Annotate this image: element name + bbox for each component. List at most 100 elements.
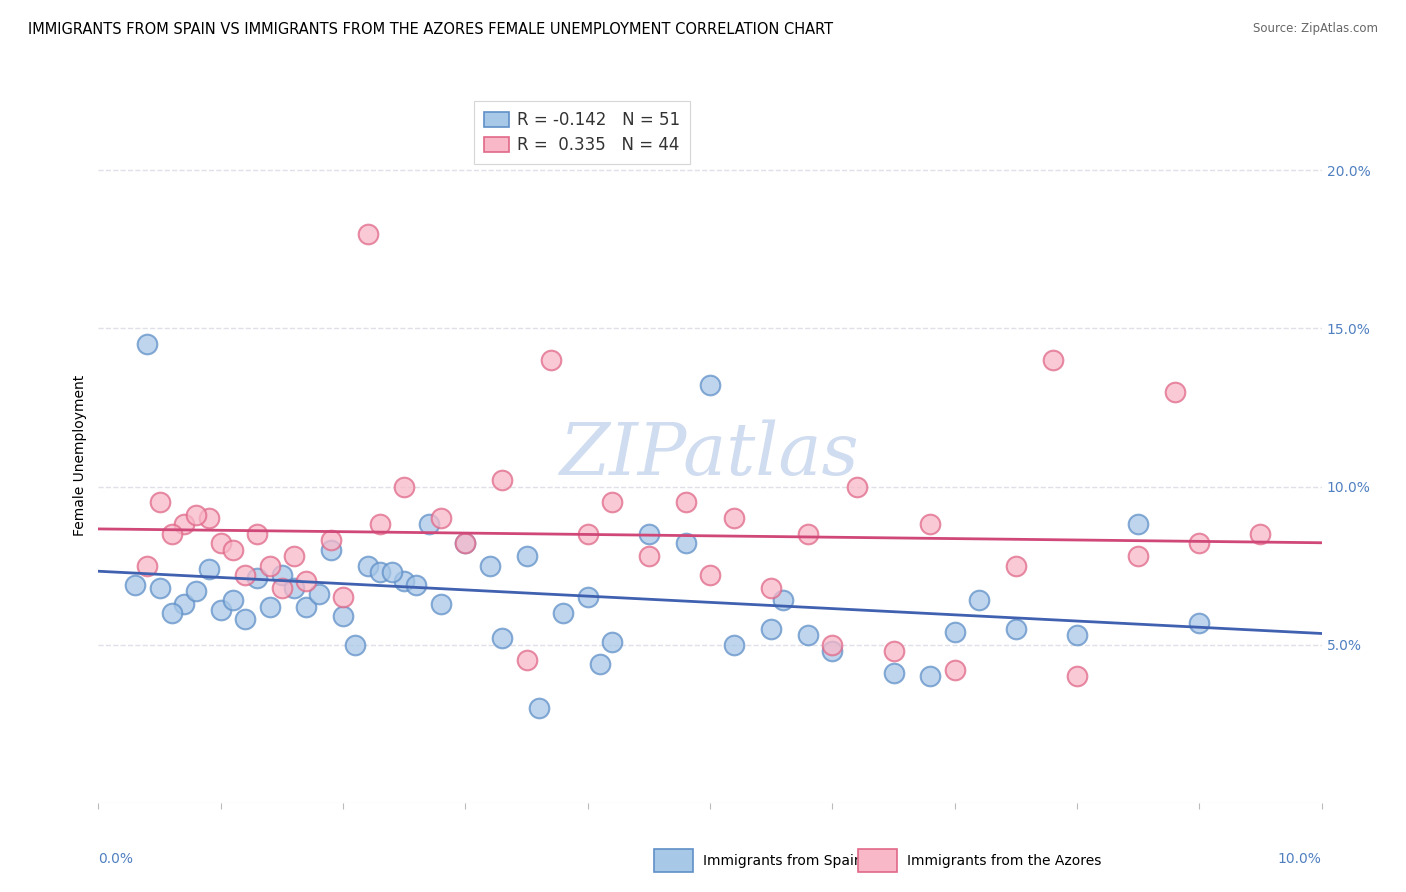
Point [943, 663, 966, 677]
Point [405, 577, 427, 591]
Point [233, 612, 256, 626]
Point [270, 581, 294, 595]
Point [418, 517, 440, 532]
Text: 10.0%: 10.0% [1278, 852, 1322, 865]
Point [600, 495, 623, 509]
Point [186, 583, 208, 598]
Point [638, 527, 661, 541]
Point [209, 603, 232, 617]
Point [430, 597, 453, 611]
Point [149, 581, 172, 595]
Point [797, 628, 820, 642]
Point [1004, 558, 1026, 573]
Text: Source: ZipAtlas.com: Source: ZipAtlas.com [1253, 22, 1378, 36]
Point [920, 517, 942, 532]
Point [332, 591, 354, 605]
Point [516, 653, 538, 667]
Point [368, 565, 391, 579]
Point [259, 599, 281, 614]
Point [308, 587, 330, 601]
Point [797, 527, 820, 541]
Point [723, 511, 745, 525]
Point [540, 353, 562, 368]
Point [638, 549, 661, 563]
Point [699, 568, 721, 582]
Point [772, 593, 794, 607]
Point [209, 536, 232, 550]
Point [576, 527, 599, 541]
Point [454, 536, 477, 550]
Point [761, 581, 783, 595]
Point [136, 558, 159, 573]
Point [186, 508, 208, 522]
Point [553, 606, 575, 620]
Point [454, 536, 477, 550]
Point [675, 495, 697, 509]
Point [381, 565, 404, 579]
Point [589, 657, 612, 671]
Point [124, 577, 146, 591]
Point [845, 479, 868, 493]
Point [160, 606, 183, 620]
Point [356, 558, 378, 573]
Text: Immigrants from the Azores: Immigrants from the Azores [907, 854, 1101, 868]
Point [883, 644, 905, 658]
Point [1066, 628, 1088, 642]
Point [821, 638, 844, 652]
Point [1188, 615, 1211, 630]
Point [222, 593, 245, 607]
Point [344, 638, 367, 652]
Point [270, 568, 294, 582]
Point [149, 495, 172, 509]
Text: Immigrants from Spain: Immigrants from Spain [703, 854, 863, 868]
Point [576, 591, 599, 605]
Point [1250, 527, 1272, 541]
Point [761, 622, 783, 636]
Point [1066, 669, 1088, 683]
Point [392, 479, 416, 493]
Point [392, 574, 416, 589]
Point [368, 517, 391, 532]
Point [319, 533, 342, 548]
Point [173, 517, 195, 532]
Point [283, 549, 305, 563]
Point [821, 644, 844, 658]
Point [1128, 549, 1150, 563]
Point [1128, 517, 1150, 532]
Point [723, 638, 745, 652]
Point [295, 574, 318, 589]
Point [136, 337, 159, 351]
Point [943, 625, 966, 640]
Y-axis label: Female Unemployment: Female Unemployment [73, 375, 87, 535]
Point [332, 609, 354, 624]
Point [246, 527, 269, 541]
Text: 0.0%: 0.0% [98, 852, 134, 865]
Point [600, 634, 623, 648]
Point [246, 571, 269, 585]
Point [319, 542, 342, 557]
Legend: R = -0.142   N = 51, R =  0.335   N = 44: R = -0.142 N = 51, R = 0.335 N = 44 [474, 102, 690, 164]
Point [1164, 384, 1187, 399]
Point [259, 558, 281, 573]
Point [173, 597, 195, 611]
Point [1004, 622, 1026, 636]
Point [1042, 353, 1064, 368]
Point [920, 669, 942, 683]
Point [491, 473, 513, 487]
Point [197, 511, 219, 525]
Point [283, 581, 305, 595]
Text: IMMIGRANTS FROM SPAIN VS IMMIGRANTS FROM THE AZORES FEMALE UNEMPLOYMENT CORRELAT: IMMIGRANTS FROM SPAIN VS IMMIGRANTS FROM… [28, 22, 834, 37]
Point [967, 593, 990, 607]
Point [491, 632, 513, 646]
Point [516, 549, 538, 563]
Point [356, 227, 378, 241]
Point [233, 568, 256, 582]
Point [699, 378, 721, 392]
Point [430, 511, 453, 525]
Point [1188, 536, 1211, 550]
Point [160, 527, 183, 541]
Point [478, 558, 501, 573]
Text: ZIPatlas: ZIPatlas [560, 419, 860, 491]
Point [197, 562, 219, 576]
Point [222, 542, 245, 557]
